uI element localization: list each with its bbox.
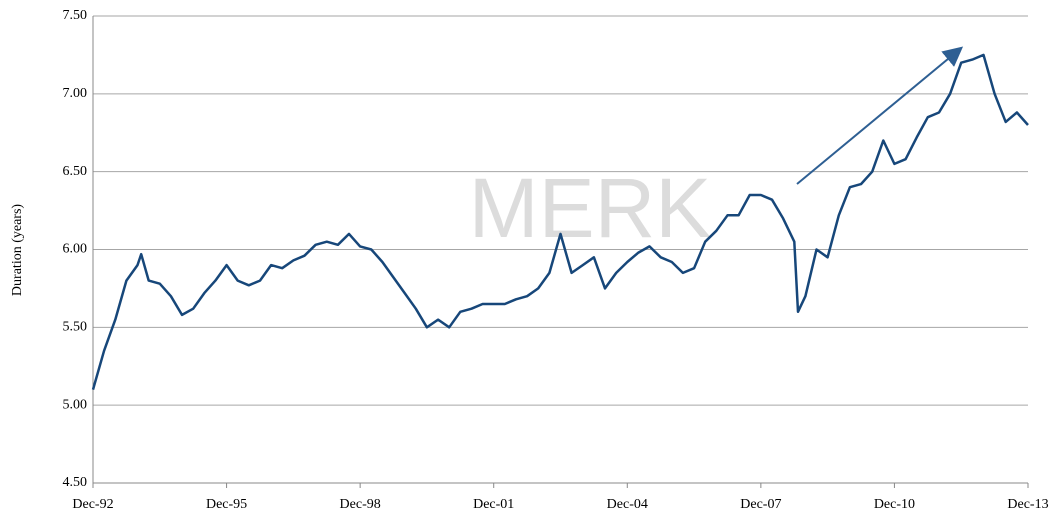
x-tick-label: Dec-01 — [473, 497, 514, 512]
y-tick-label: 7.50 — [63, 8, 88, 23]
x-tick-label: Dec-04 — [607, 497, 648, 512]
watermark: MERK — [469, 161, 712, 255]
x-tick-label: Dec-92 — [72, 497, 113, 512]
y-tick-label: 4.50 — [63, 475, 88, 490]
x-tick-label: Dec-98 — [340, 497, 381, 512]
y-tick-label: 5.00 — [63, 397, 88, 412]
x-tick-label: Dec-13 — [1007, 497, 1048, 512]
x-tick-label: Dec-10 — [874, 497, 915, 512]
y-tick-label: 6.00 — [63, 242, 88, 257]
data-line — [91, 53, 1029, 390]
trend-arrow — [796, 46, 964, 185]
y-tick-label: 5.50 — [63, 320, 88, 335]
y-axis-label: Duration (years) — [10, 204, 25, 296]
x-tick-label: Dec-07 — [740, 497, 781, 512]
x-tick-label: Dec-95 — [206, 497, 247, 512]
y-tick-label: 6.50 — [63, 164, 88, 179]
y-tick-label: 7.00 — [63, 86, 88, 101]
